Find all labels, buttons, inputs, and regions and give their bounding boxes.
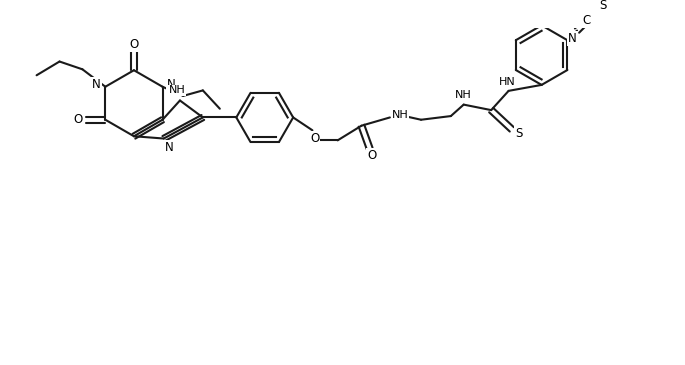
Text: NH: NH	[392, 110, 408, 120]
Text: N: N	[92, 78, 101, 91]
Text: O: O	[129, 38, 138, 51]
Text: NH: NH	[456, 91, 472, 100]
Text: HN: HN	[499, 77, 515, 87]
Text: O: O	[310, 131, 319, 145]
Text: S: S	[515, 127, 523, 139]
Text: C: C	[582, 15, 590, 27]
Text: N: N	[568, 32, 577, 45]
Text: N: N	[167, 78, 176, 91]
Text: NH: NH	[169, 85, 186, 95]
Text: N: N	[165, 141, 173, 154]
Text: O: O	[73, 113, 82, 126]
Text: S: S	[599, 0, 606, 12]
Text: O: O	[367, 149, 377, 162]
